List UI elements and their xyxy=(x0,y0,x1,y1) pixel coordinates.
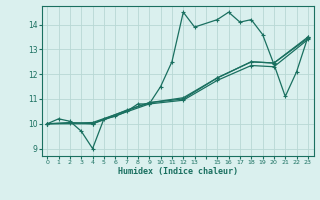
X-axis label: Humidex (Indice chaleur): Humidex (Indice chaleur) xyxy=(118,167,237,176)
